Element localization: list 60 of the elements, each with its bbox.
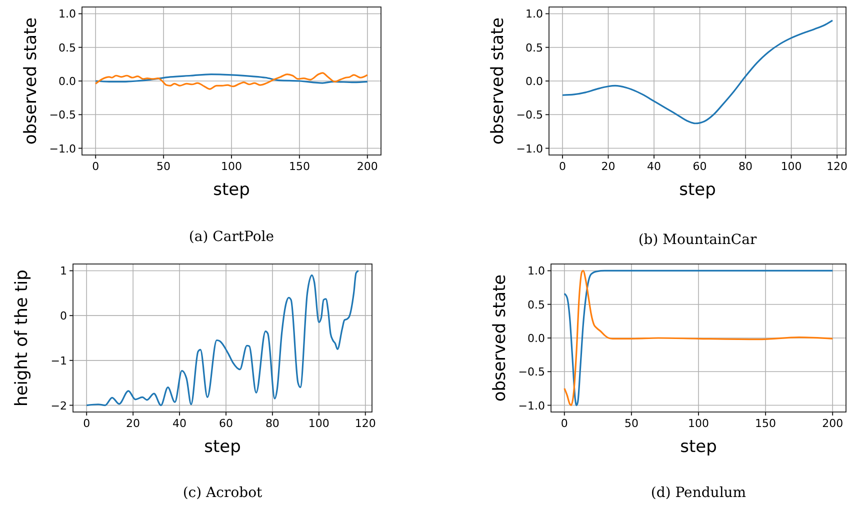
y-tick-label: 0.5 xyxy=(526,41,543,54)
x-tick-label: 0 xyxy=(92,160,100,173)
y-tick-label: 0.5 xyxy=(58,41,76,54)
y-tick-label: 0.0 xyxy=(58,75,76,88)
x-tick-label: 60 xyxy=(692,160,707,173)
x-axis-title: step xyxy=(679,180,716,200)
x-tick-label: 100 xyxy=(221,160,242,173)
y-tick-label: −0.5 xyxy=(516,108,543,122)
x-tick-label: 150 xyxy=(288,160,310,173)
y-tick-label: 1.0 xyxy=(528,264,545,278)
x-tick-label: 20 xyxy=(126,417,140,430)
x-tick-label: 100 xyxy=(688,417,709,430)
x-tick-label: 0 xyxy=(83,417,90,430)
line-series xyxy=(562,20,834,124)
x-tick-label: 0 xyxy=(560,417,568,430)
y-tick-label: −1.0 xyxy=(518,399,545,412)
y-axis-title: observed state xyxy=(488,17,508,145)
y-tick-label: −1.0 xyxy=(49,142,76,156)
x-tick-label: 80 xyxy=(738,160,753,173)
x-tick-label: 50 xyxy=(156,160,171,173)
x-tick-label: 120 xyxy=(354,417,376,430)
x-tick-label: 200 xyxy=(822,417,844,430)
line-series xyxy=(94,73,368,84)
y-tick-label: 0.5 xyxy=(528,298,545,312)
x-axis-title: step xyxy=(213,180,250,200)
x-tick-label: 80 xyxy=(265,417,280,430)
line-series xyxy=(564,270,834,406)
x-tick-label: 150 xyxy=(755,417,776,430)
x-tick-label: 100 xyxy=(308,417,330,430)
line-series xyxy=(86,270,360,406)
x-tick-label: 120 xyxy=(826,160,848,173)
y-tick-label: −1.0 xyxy=(516,142,543,156)
text: (a) CartPole xyxy=(188,229,274,245)
x-tick-label: 20 xyxy=(601,160,616,173)
x-tick-label: 0 xyxy=(559,160,566,173)
x-axis-title: step xyxy=(204,437,241,457)
y-tick-label: 1.0 xyxy=(58,8,76,21)
y-tick-label: 1.0 xyxy=(526,8,543,21)
y-axis-title: observed state xyxy=(490,274,510,402)
y-tick-label: 0.0 xyxy=(528,332,545,345)
x-tick-label: 50 xyxy=(624,417,638,430)
y-axis-title: observed state xyxy=(21,17,41,145)
x-tick-label: 60 xyxy=(218,417,233,430)
text: (b) MountainCar xyxy=(638,232,757,248)
y-tick-label: 0.0 xyxy=(526,75,543,88)
x-tick-label: 200 xyxy=(356,160,378,173)
x-tick-label: 100 xyxy=(780,160,802,173)
text: (c) Acrobot xyxy=(182,485,263,501)
y-tick-label: −0.5 xyxy=(49,108,76,122)
x-tick-label: 40 xyxy=(647,160,662,173)
x-tick-label: 40 xyxy=(172,417,187,430)
y-tick-label: 1 xyxy=(60,264,67,278)
text: (d) Pendulum xyxy=(650,485,746,501)
y-axis-title: height of the tip xyxy=(12,270,32,406)
x-axis-title: step xyxy=(680,437,717,457)
y-tick-label: −2 xyxy=(50,399,67,412)
y-tick-label: 0 xyxy=(60,310,67,323)
y-tick-label: −1 xyxy=(50,354,67,368)
line-series xyxy=(94,72,368,90)
y-tick-label: −0.5 xyxy=(518,366,545,379)
